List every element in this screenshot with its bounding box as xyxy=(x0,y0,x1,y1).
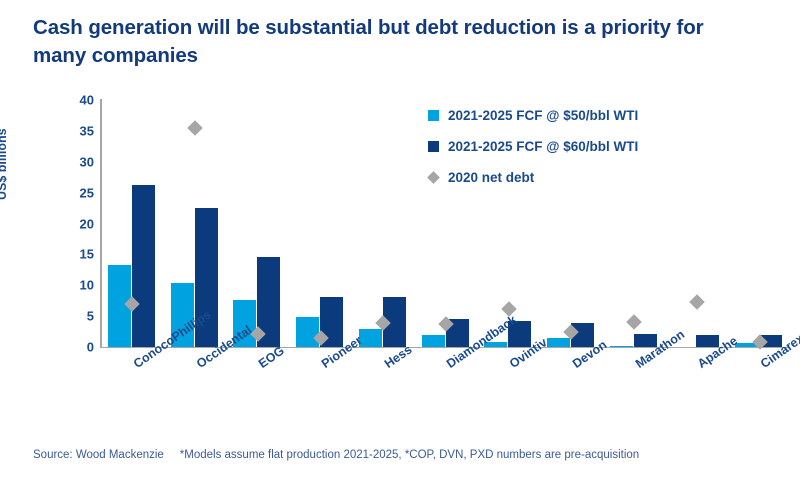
legend-label: 2021-2025 FCF @ $60/bbl WTI xyxy=(448,139,639,154)
x-axis-label: Cimarex xyxy=(758,330,800,371)
x-axis-label: Pioneer xyxy=(318,332,365,371)
bar-fcf-60 xyxy=(382,296,406,347)
bar-fcf-50 xyxy=(421,335,445,347)
legend-label: 2020 net debt xyxy=(448,170,535,185)
diamond-marker-icon xyxy=(427,171,440,184)
marker-net-debt xyxy=(689,294,705,310)
square-swatch-icon xyxy=(428,141,439,152)
bar-fcf-60 xyxy=(194,208,218,347)
legend-item[interactable]: 2020 net debt xyxy=(427,162,728,193)
legend-item[interactable]: 2021-2025 FCF @ $60/bbl WTI xyxy=(428,131,728,162)
x-axis-label: Diamondback xyxy=(444,312,520,371)
x-axis-label: Occidental xyxy=(193,322,254,371)
y-axis-tick-label: 15 xyxy=(79,246,94,262)
bar-fcf-60 xyxy=(508,321,532,347)
x-axis-line xyxy=(100,346,790,348)
bar-fcf-60 xyxy=(131,184,155,347)
y-axis-tick-label: 0 xyxy=(86,339,94,355)
chart-legend: 2021-2025 FCF @ $50/bbl WTI 2021-2025 FCF… xyxy=(427,100,728,193)
page-title: Cash generation will be substantial but … xyxy=(33,16,704,67)
x-axis-label: ConocoPhillips xyxy=(131,307,214,371)
y-axis-tick-label: 25 xyxy=(79,185,94,201)
bar-fcf-60 xyxy=(633,334,657,347)
source-footnote: Source: Wood Mackenzie *Models assume fl… xyxy=(33,449,640,461)
bar-fcf-60 xyxy=(759,335,783,347)
bar-fcf-50 xyxy=(546,337,570,347)
plot-area xyxy=(100,100,790,350)
bar-fcf-50 xyxy=(107,264,131,347)
y-axis-tick-label: 10 xyxy=(79,277,94,293)
bar-fcf-50 xyxy=(484,342,508,347)
marker-net-debt xyxy=(187,120,203,137)
x-axis-label: Apache xyxy=(695,333,741,371)
y-axis-tick-label: 30 xyxy=(79,154,94,170)
y-axis-title: US$ billions xyxy=(0,128,9,200)
x-axis-label: Devon xyxy=(569,337,610,371)
bar-fcf-60 xyxy=(696,335,720,347)
y-axis-tick-label: 20 xyxy=(79,216,94,231)
marker-net-debt xyxy=(626,314,642,331)
x-axis-label: Marathon xyxy=(632,326,687,371)
bar-fcf-50 xyxy=(358,329,382,347)
bar-fcf-50 xyxy=(296,316,320,347)
y-axis-tick-label: 5 xyxy=(86,308,94,324)
legend-item[interactable]: 2021-2025 FCF @ $50/bbl WTI xyxy=(428,100,728,131)
bar-fcf-50 xyxy=(170,283,194,347)
bar-fcf-50 xyxy=(735,342,759,347)
square-swatch-icon xyxy=(428,110,439,121)
y-axis-tick-label: 40 xyxy=(79,92,94,108)
bar-fcf-50 xyxy=(609,345,633,347)
y-axis-tick-label: 35 xyxy=(79,123,94,139)
y-axis-ticks: 0 5 10 15 20 25 30 35 40 xyxy=(50,93,94,355)
x-axis-label: Hess xyxy=(381,341,415,371)
x-axis-label: EOG xyxy=(256,343,288,371)
x-axis-label: Ovintiv xyxy=(507,334,550,371)
bar-fcf-60 xyxy=(257,256,281,347)
legend-label: 2021-2025 FCF @ $50/bbl WTI xyxy=(448,108,639,123)
y-axis-line xyxy=(100,99,102,348)
